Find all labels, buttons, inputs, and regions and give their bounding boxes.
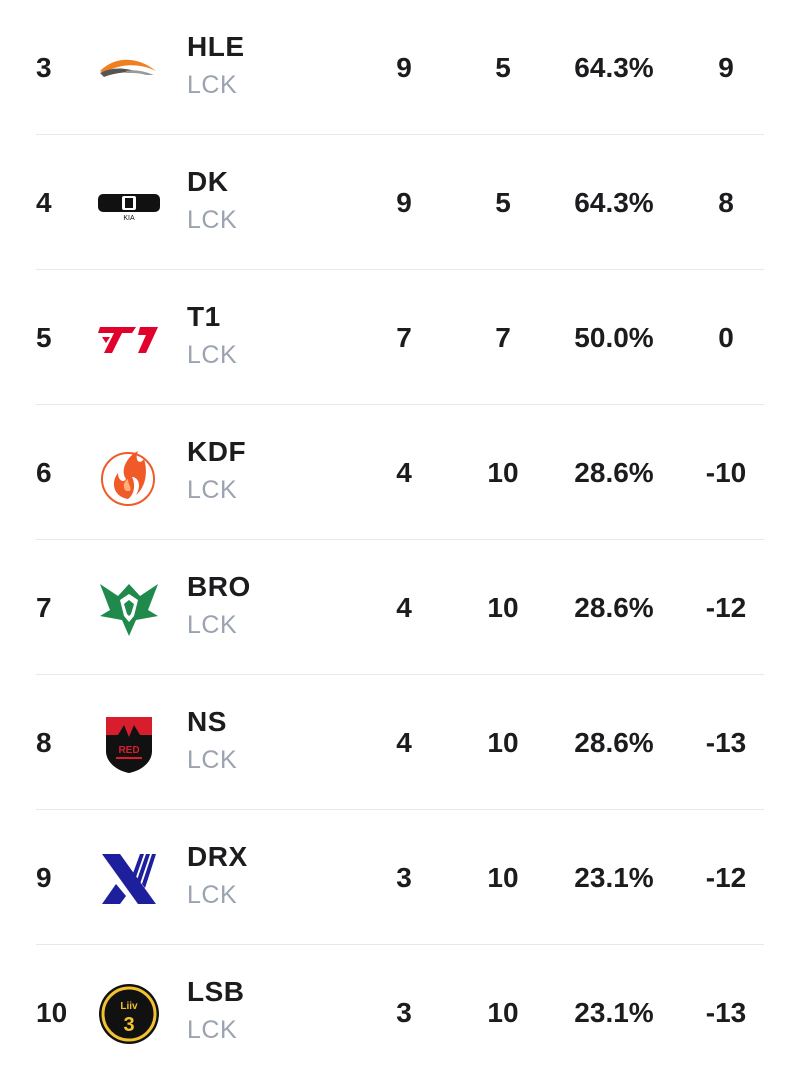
team-name[interactable]: T1 [187, 301, 221, 332]
row-divider [36, 809, 764, 810]
rank: 6 [36, 457, 52, 488]
row-divider [36, 404, 764, 405]
game-diff: -12 [705, 862, 747, 893]
game-diff: -10 [705, 457, 747, 488]
svg-text:KIA: KIA [123, 215, 135, 222]
rank: 5 [36, 322, 52, 353]
wins: 3 [396, 862, 412, 893]
rank: 7 [36, 592, 52, 623]
team-name[interactable]: LSB [187, 976, 245, 1007]
team-name[interactable]: HLE [187, 31, 245, 62]
game-diff: 8 [718, 187, 734, 218]
wins: 4 [396, 457, 412, 488]
losses: 10 [487, 862, 519, 893]
row-divider [36, 539, 764, 540]
win-rate: 28.6% [574, 457, 654, 488]
game-diff: -12 [705, 592, 747, 623]
league-label: LCK [187, 341, 238, 369]
row-divider [36, 134, 764, 135]
wins: 7 [396, 322, 412, 353]
losses: 10 [487, 592, 519, 623]
rank: 8 [36, 727, 52, 758]
svg-text:3: 3 [123, 1014, 134, 1036]
win-rate: 64.3% [574, 52, 654, 83]
game-diff: -13 [705, 997, 747, 1028]
table-row[interactable]: 10 Liiv 3 LSB LCK 3 10 23.1% -13 [0, 945, 800, 1080]
team-name[interactable]: KDF [187, 436, 247, 467]
losses: 7 [495, 322, 511, 353]
losses: 5 [495, 187, 511, 218]
league-label: LCK [187, 746, 238, 774]
rank: 9 [36, 862, 52, 893]
table-row[interactable]: 9 DRX LCK 3 10 23.1% -12 [0, 810, 800, 945]
win-rate: 28.6% [574, 592, 654, 623]
league-label: LCK [187, 1016, 238, 1044]
bro-logo-icon [96, 576, 162, 642]
team-name[interactable]: DK [187, 166, 229, 197]
win-rate: 50.0% [574, 322, 654, 353]
table-row[interactable]: 4 KIA DK LCK 9 5 64.3% 8 [0, 135, 800, 270]
dk-logo-icon: KIA [96, 171, 162, 237]
team-name[interactable]: NS [187, 706, 227, 737]
t1-logo-icon [96, 306, 162, 372]
losses: 10 [487, 997, 519, 1028]
league-label: LCK [187, 206, 238, 234]
wins: 3 [396, 997, 412, 1028]
game-diff: 0 [718, 322, 734, 353]
wins: 4 [396, 592, 412, 623]
table-row[interactable]: 8 RED NS LCK 4 10 28.6% -13 [0, 675, 800, 810]
svg-text:Liiv: Liiv [120, 1001, 138, 1012]
row-divider [36, 269, 764, 270]
rank: 4 [36, 187, 52, 218]
wins: 9 [396, 52, 412, 83]
hle-logo-icon [96, 36, 162, 102]
game-diff: 9 [718, 52, 734, 83]
table-row[interactable]: 7 BRO LCK 4 10 28.6% -12 [0, 540, 800, 675]
table-row[interactable]: 5 T1 LCK 7 7 50.0% 0 [0, 270, 800, 405]
drx-logo-icon [96, 846, 162, 912]
team-name[interactable]: DRX [187, 841, 248, 872]
wins: 9 [396, 187, 412, 218]
league-label: LCK [187, 476, 238, 504]
win-rate: 28.6% [574, 727, 654, 758]
losses: 5 [495, 52, 511, 83]
team-name[interactable]: BRO [187, 571, 251, 602]
row-divider [36, 944, 764, 945]
league-label: LCK [187, 71, 238, 99]
rank: 10 [36, 997, 68, 1028]
lsb-logo-icon: Liiv 3 [96, 981, 162, 1047]
game-diff: -13 [705, 727, 747, 758]
win-rate: 23.1% [574, 997, 654, 1028]
losses: 10 [487, 727, 519, 758]
svg-text:RED: RED [118, 745, 139, 756]
table-row[interactable]: 6 KDF LCK 4 10 28.6% -10 [0, 405, 800, 540]
row-divider [36, 674, 764, 675]
losses: 10 [487, 457, 519, 488]
ns-logo-icon: RED [96, 711, 162, 777]
rank: 3 [36, 52, 52, 83]
wins: 4 [396, 727, 412, 758]
win-rate: 64.3% [574, 187, 654, 218]
league-label: LCK [187, 611, 238, 639]
win-rate: 23.1% [574, 862, 654, 893]
league-label: LCK [187, 881, 238, 909]
table-row[interactable]: 3 HLE LCK 9 5 64.3% 9 [0, 0, 800, 135]
kdf-logo-icon [96, 441, 162, 507]
